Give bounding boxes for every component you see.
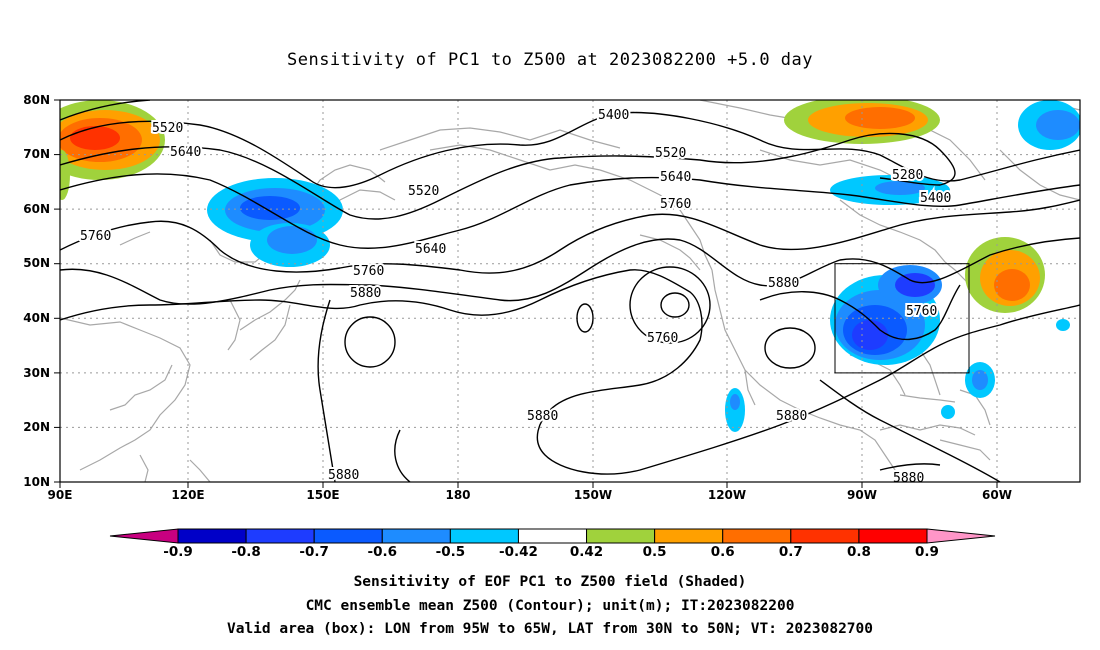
colorbar-label: 0.7 bbox=[778, 544, 803, 560]
caption-valid-area: Valid area (box): LON from 95W to 65W, L… bbox=[226, 621, 873, 637]
colorbar-segment bbox=[177, 528, 247, 544]
contour-label: 5520 bbox=[408, 184, 439, 199]
contour-label: 5280 bbox=[892, 168, 923, 183]
lat-label: 80N bbox=[23, 93, 50, 107]
colorbar-label: -0.7 bbox=[299, 544, 329, 560]
colorbar-segment bbox=[858, 528, 928, 544]
colorbar-right-arrow bbox=[926, 528, 996, 544]
contour-label: 5400 bbox=[920, 191, 951, 206]
contour-label: 5520 bbox=[655, 146, 686, 161]
colorbar-segment bbox=[313, 528, 383, 544]
lon-label: 150E bbox=[306, 488, 340, 502]
colorbar-segment bbox=[517, 528, 588, 544]
contour-label: 5640 bbox=[660, 170, 691, 185]
contour-label: 5880 bbox=[328, 468, 359, 483]
contour-label: 5880 bbox=[776, 409, 807, 424]
lon-label: 60W bbox=[982, 488, 1012, 502]
colorbar-segment bbox=[790, 528, 860, 544]
contour-label: 5880 bbox=[527, 409, 558, 424]
sensitivity-shading bbox=[60, 100, 1080, 432]
colorbar-label: 0.5 bbox=[642, 544, 667, 560]
caption-shading: Sensitivity of EOF PC1 to Z500 field (Sh… bbox=[353, 574, 747, 590]
colorbar-label: -0.8 bbox=[231, 544, 261, 560]
grid-lines bbox=[60, 100, 1080, 482]
contour-label: 5640 bbox=[170, 145, 201, 160]
lon-label: 150W bbox=[573, 488, 613, 502]
contour-label: 5880 bbox=[893, 471, 924, 486]
lat-label: 40N bbox=[23, 311, 50, 325]
lat-label: 30N bbox=[23, 366, 50, 380]
colorbar-label: -0.9 bbox=[163, 544, 193, 560]
colorbar-label: 0.9 bbox=[915, 544, 939, 560]
valid-area-box bbox=[834, 263, 970, 374]
lon-label: 180 bbox=[445, 488, 471, 502]
contour-label: 5880 bbox=[350, 286, 381, 301]
caption-contour: CMC ensemble mean Z500 (Contour); unit(m… bbox=[305, 598, 795, 614]
colorbar-segment bbox=[722, 528, 792, 544]
lat-label: 50N bbox=[23, 256, 50, 270]
contour-label: 5760 bbox=[353, 264, 384, 279]
colorbar-segment bbox=[449, 528, 519, 544]
colorbar-label: -0.5 bbox=[435, 544, 466, 560]
colorbar-label: 0.42 bbox=[569, 544, 604, 560]
lon-label: 120W bbox=[707, 488, 747, 502]
contour-label: 5400 bbox=[598, 108, 629, 123]
contour-label: 5880 bbox=[768, 276, 799, 291]
lat-label: 60N bbox=[23, 202, 50, 216]
colorbar-segment bbox=[381, 528, 451, 544]
lat-label: 20N bbox=[23, 420, 50, 434]
contour-label: 5640 bbox=[415, 242, 446, 257]
colorbar-label: -0.6 bbox=[367, 544, 398, 560]
colorbar-label: 0.6 bbox=[710, 544, 735, 560]
lon-label: 90W bbox=[847, 488, 877, 502]
contour-label: 5760 bbox=[906, 304, 937, 319]
contour-label: 5760 bbox=[647, 331, 678, 346]
lat-label: 10N bbox=[23, 475, 50, 489]
colorbar-left-arrow bbox=[109, 528, 179, 544]
z500-contours bbox=[60, 100, 1080, 482]
lon-label: 90E bbox=[47, 488, 73, 502]
contour-label: 5520 bbox=[152, 121, 183, 136]
colorbar-segment bbox=[245, 528, 315, 544]
map-title: Sensitivity of PC1 to Z500 at 2023082200… bbox=[286, 50, 813, 70]
contour-label: 5760 bbox=[660, 197, 691, 212]
plot-frame bbox=[59, 99, 1081, 483]
contour-labels: 5520 5640 5760 5400 5520 5640 5760 5520 … bbox=[78, 106, 953, 486]
colorbar-label: 0.8 bbox=[846, 544, 871, 560]
contour-label: 5760 bbox=[80, 229, 111, 244]
lon-label: 120E bbox=[171, 488, 205, 502]
colorbar-label: -0.42 bbox=[498, 544, 538, 560]
lat-label: 70N bbox=[23, 147, 50, 161]
colorbar-segment bbox=[654, 528, 724, 544]
colorbar-segment bbox=[586, 528, 656, 544]
colorbar bbox=[109, 528, 996, 544]
